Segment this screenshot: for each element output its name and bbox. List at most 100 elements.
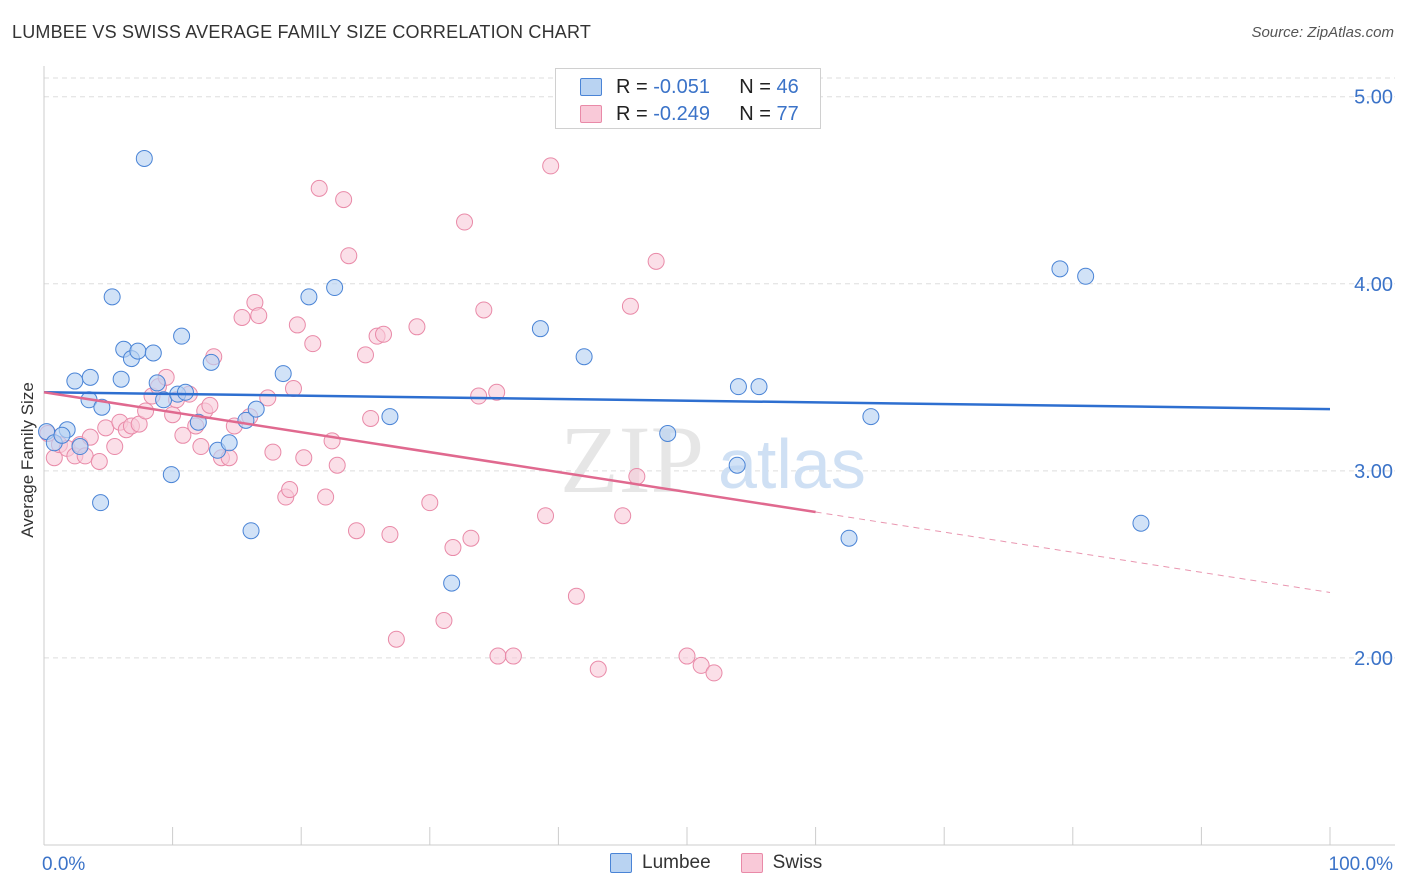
swiss-point [106, 438, 124, 456]
swiss-points [39, 157, 723, 682]
lumbee-point [162, 466, 180, 484]
swiss-trend-extension [815, 511, 1331, 593]
trend-lines [43, 391, 1331, 593]
lumbee-point [148, 374, 166, 392]
swiss-n-label: N = [739, 102, 771, 125]
lumbee-point [1051, 260, 1069, 278]
swiss-point [678, 647, 696, 665]
swiss-point [362, 409, 380, 427]
swiss-point [504, 647, 522, 665]
lumbee-point [189, 413, 207, 431]
swiss-point [250, 307, 268, 325]
swiss-point [164, 406, 182, 424]
legend-item-swiss: Swiss [740, 852, 822, 874]
swiss-point [192, 438, 210, 456]
lumbee-point [1132, 514, 1150, 532]
lumbee-point [300, 288, 318, 306]
swiss-n-value: 77 [776, 102, 799, 125]
lumbee-point [144, 344, 162, 362]
swiss-point [614, 507, 632, 525]
lumbee-point [1077, 267, 1095, 285]
lumbee-point [129, 342, 147, 360]
swiss-point [317, 488, 335, 506]
legend-row-lumbee: R = -0.051 N = 46 [580, 75, 799, 99]
lumbee-point [220, 434, 238, 452]
x-tick-label-max: 100.0% [1329, 854, 1394, 875]
swiss-point [421, 494, 439, 512]
lumbee-point [443, 574, 461, 592]
gridlines [44, 77, 1395, 659]
lumbee-point [862, 408, 880, 426]
swiss-point [357, 346, 374, 364]
swiss-point [381, 525, 399, 543]
swiss-point [281, 481, 299, 499]
axis-labels: 2.00 3.00 4.00 5.00 0.0% 100.0% Average Family… [18, 87, 1393, 875]
lumbee-point [53, 426, 71, 444]
series-legend: Lumbee Swiss [610, 852, 852, 874]
watermark-zip: ZIP [560, 406, 704, 513]
lumbee-n-label: N = [739, 75, 771, 98]
y-tick-label: 3.00 [1354, 461, 1393, 483]
y-tick-label: 4.00 [1354, 274, 1393, 296]
swiss-point [470, 387, 488, 405]
lumbee-r-label: R = [616, 75, 648, 98]
lumbee-point [81, 368, 99, 386]
lumbee-point [176, 383, 194, 401]
swiss-point [284, 380, 302, 398]
swiss-point [288, 316, 306, 334]
x-tick-label-min: 0.0% [42, 854, 85, 875]
swiss-point [335, 191, 353, 209]
swiss-point [489, 647, 507, 665]
lumbee-point [173, 327, 191, 345]
swiss-point [259, 389, 277, 407]
swiss-point [444, 539, 462, 557]
source-label: Source: ZipAtlas.com [1251, 24, 1394, 41]
lumbee-point [326, 279, 344, 297]
swiss-point [475, 301, 493, 319]
swiss-point [90, 453, 108, 470]
swiss-point [542, 157, 560, 175]
lumbee-points [38, 149, 1150, 592]
lumbee-point [93, 398, 111, 416]
lumbee-swatch [580, 78, 602, 96]
swiss-point [647, 252, 665, 270]
legend-item-lumbee: Lumbee [610, 852, 711, 874]
swiss-point [462, 529, 480, 547]
stats-legend: R = -0.051 N = 46 R = -0.249 N = 77 [555, 68, 821, 129]
watermark: ZIP atlas [560, 406, 866, 513]
lumbee-point [247, 400, 265, 418]
swiss-point [435, 612, 453, 630]
swiss-legend-swatch [740, 853, 763, 873]
lumbee-point [274, 365, 292, 383]
swiss-point [408, 318, 426, 336]
legend-row-swiss: R = -0.249 N = 77 [580, 102, 799, 126]
lumbee-point [531, 320, 549, 338]
swiss-point [97, 419, 115, 437]
swiss-point [328, 456, 346, 474]
lumbee-point [659, 424, 677, 442]
lumbee-point [71, 438, 89, 456]
lumbee-point [750, 378, 768, 396]
swiss-point [375, 325, 393, 343]
swiss-point [201, 396, 219, 414]
swiss-point [304, 335, 322, 353]
lumbee-point [135, 149, 153, 167]
chart-title: LUMBEE VS SWISS AVERAGE FAMILY SIZE CORR… [12, 22, 592, 42]
swiss-point [137, 402, 155, 420]
swiss-point [621, 297, 639, 315]
lumbee-r-value: -0.051 [653, 75, 710, 98]
y-tick-label: 5.00 [1354, 87, 1393, 109]
swiss-point [567, 587, 585, 605]
lumbee-point [202, 353, 220, 371]
swiss-r-value: -0.249 [653, 102, 710, 125]
lumbee-point [575, 348, 593, 366]
lumbee-point [728, 456, 746, 474]
swiss-point [295, 449, 313, 467]
y-axis-title: Average Family Size [18, 382, 37, 538]
lumbee-trend-line [43, 391, 1331, 411]
swiss-point [537, 507, 555, 525]
lumbee-point [103, 288, 121, 306]
swiss-point [340, 247, 358, 265]
lumbee-point [242, 522, 260, 540]
